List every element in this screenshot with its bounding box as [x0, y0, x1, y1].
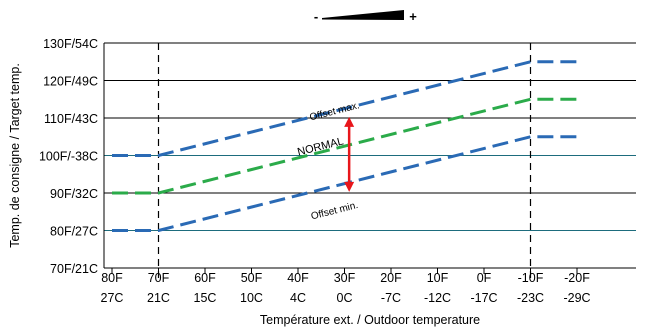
gain-plus-label: + — [409, 9, 417, 24]
x-tick-label-c: 4C — [290, 291, 306, 305]
x-tick-label-c: 0C — [337, 291, 353, 305]
x-tick-label-c: 27C — [101, 291, 124, 305]
series-line-max — [112, 60, 577, 157]
x-tick-label-f: 80F — [101, 271, 123, 285]
x-tick-label-c: -17C — [470, 291, 497, 305]
x-tick-label-c: 21C — [147, 291, 170, 305]
x-tick-label-f: 40F — [287, 271, 309, 285]
y-tick-label: 120F/49C — [43, 75, 98, 89]
y-axis-title: Temp. de consigne / Target temp. — [8, 63, 22, 248]
x-tick-label-f: 50F — [241, 271, 263, 285]
series-line-min — [112, 135, 577, 232]
x-tick-label-f: -20F — [564, 271, 590, 285]
x-tick-label-c: -7C — [381, 291, 401, 305]
series-line-normal — [112, 97, 577, 195]
x-tick-label-f: 70F — [148, 271, 170, 285]
gain-wedge-icon — [322, 10, 404, 20]
x-tick-label-c: 15C — [194, 291, 217, 305]
y-tick-label: 130F/54C — [43, 37, 98, 51]
y-tick-label: 80F/27C — [50, 225, 98, 239]
offset-arrow-down-icon — [344, 181, 355, 192]
x-tick-label-f: 30F — [334, 271, 356, 285]
gain-indicator: - + — [314, 9, 417, 24]
x-tick-label-c: -12C — [424, 291, 451, 305]
y-tick-label: 110F/43C — [44, 112, 98, 126]
gain-minus-label: - — [314, 9, 318, 24]
x-tick-label-f: 0F — [477, 271, 492, 285]
axes — [103, 43, 636, 280]
x-axis-title: Température ext. / Outdoor temperature — [260, 313, 480, 327]
offset-min-label: Offset min. — [310, 200, 359, 222]
x-tick-label-f: 10F — [427, 271, 449, 285]
x-tick-label-f: 60F — [194, 271, 216, 285]
x-tick-label-c: -29C — [563, 291, 590, 305]
y-tick-label: 90F/32C — [50, 187, 98, 201]
x-tick-label-f: 20F — [380, 271, 402, 285]
series — [111, 60, 578, 232]
x-tick-label-c: 10C — [240, 291, 263, 305]
offset-arrow-up-icon — [344, 116, 355, 127]
y-tick-label: 100F/-38C — [39, 150, 98, 164]
x-tick-label-f: -10F — [518, 271, 544, 285]
x-tick-label-c: -23C — [517, 291, 544, 305]
grid — [104, 42, 636, 231]
offset-max-label: Offset max. — [309, 100, 361, 123]
y-tick-label: 70F/21C — [50, 262, 98, 276]
labels: 70F/21C 80F/27C 90F/32C 100F/-38C 110F/43C 12… — [8, 37, 591, 327]
